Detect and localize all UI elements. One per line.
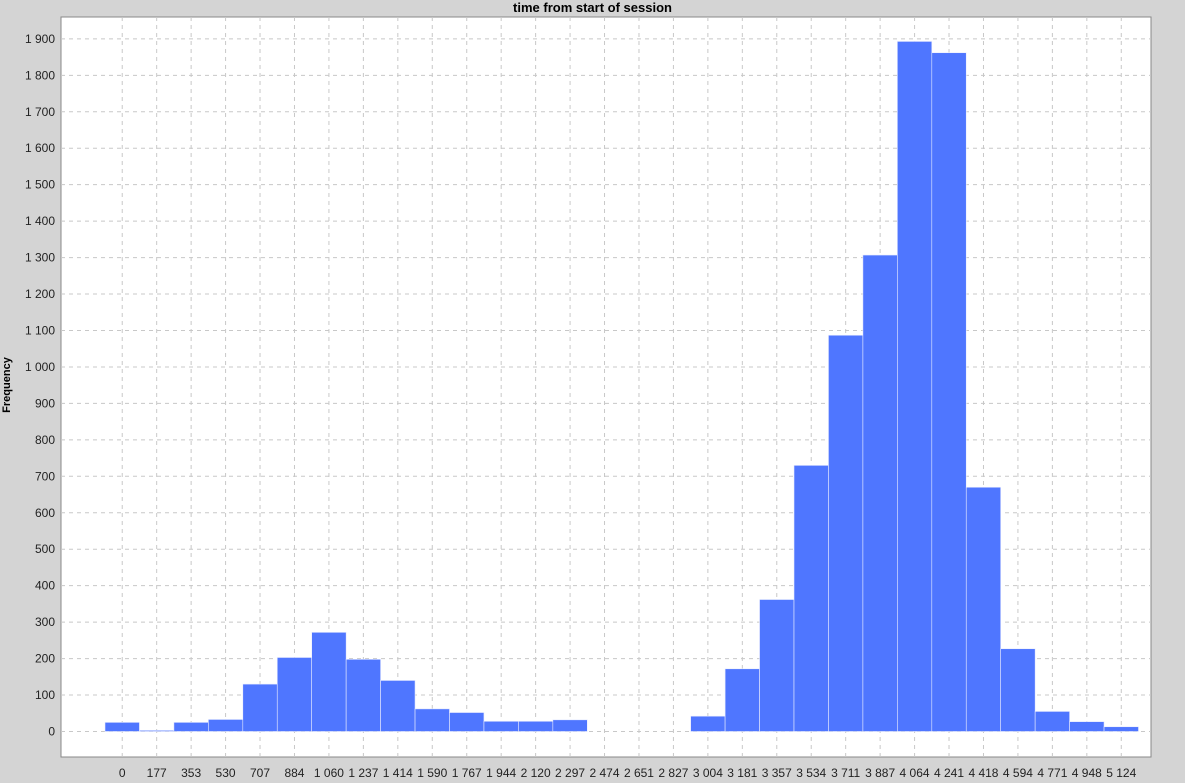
histogram-bar	[1069, 721, 1105, 732]
histogram-bar	[759, 599, 795, 732]
x-tick-label: 3 004	[693, 766, 723, 780]
x-tick-label: 1 237	[348, 766, 378, 780]
x-tick-label: 5 124	[1106, 766, 1136, 780]
x-tick-label: 884	[284, 766, 304, 780]
y-tick-label: 400	[35, 579, 55, 593]
y-tick-label: 1 300	[25, 251, 55, 265]
y-tick-label: 1 000	[25, 360, 55, 374]
histogram-bar	[345, 659, 381, 732]
y-tick-label: 1 600	[25, 141, 55, 155]
x-axis-ticks: 0 177 353 530 707 884 1 060 1 237 1 414 1 590 1 76…	[119, 766, 1137, 780]
y-tick-label: 800	[35, 433, 55, 447]
y-tick-label: 900	[35, 396, 55, 410]
y-tick-label: 1 500	[25, 178, 55, 192]
chart-title: time from start of session	[513, 0, 672, 15]
x-tick-label: 0	[119, 766, 126, 780]
x-tick-label: 3 357	[762, 766, 792, 780]
histogram-bar	[1103, 726, 1139, 732]
x-tick-label: 2 827	[658, 766, 688, 780]
histogram-bar	[724, 668, 760, 732]
x-tick-label: 1 944	[486, 766, 516, 780]
y-tick-label: 700	[35, 469, 55, 483]
histogram-bar	[449, 712, 485, 732]
y-tick-label: 0	[48, 724, 55, 738]
histogram-bar	[139, 730, 175, 732]
histogram-bar	[242, 683, 278, 732]
x-tick-label: 2 120	[521, 766, 551, 780]
x-tick-label: 3 181	[727, 766, 757, 780]
x-tick-label: 2 651	[624, 766, 654, 780]
histogram-bar	[104, 722, 140, 732]
histogram-bar	[1000, 648, 1036, 732]
y-tick-label: 1 800	[25, 68, 55, 82]
x-tick-label: 1 060	[314, 766, 344, 780]
histogram-bar	[897, 41, 933, 732]
x-tick-label: 353	[181, 766, 201, 780]
y-tick-label: 1 900	[25, 32, 55, 46]
histogram-bar	[690, 715, 726, 732]
histogram-bar	[518, 720, 554, 732]
y-tick-label: 300	[35, 615, 55, 629]
histogram-bar	[965, 486, 1002, 732]
histogram-bar	[828, 334, 864, 732]
histogram-bar	[414, 708, 450, 732]
y-tick-label: 1 700	[25, 105, 55, 119]
x-tick-label: 4 948	[1072, 766, 1102, 780]
histogram-bar	[380, 680, 416, 732]
x-tick-label: 2 297	[555, 766, 585, 780]
histogram-bar	[793, 465, 829, 732]
y-tick-label: 500	[35, 542, 55, 556]
histogram-bar	[552, 719, 588, 732]
histogram-bar	[276, 657, 313, 732]
x-tick-label: 530	[216, 766, 236, 780]
x-tick-label: 1 767	[452, 766, 482, 780]
histogram-bar	[1034, 711, 1070, 732]
x-tick-label: 3 711	[831, 766, 860, 780]
x-tick-label: 2 474	[590, 766, 620, 780]
x-tick-label: 4 064	[900, 766, 930, 780]
x-tick-label: 4 418	[968, 766, 998, 780]
histogram-bar	[208, 719, 244, 732]
x-tick-label: 4 241	[934, 766, 964, 780]
x-tick-label: 4 594	[1003, 766, 1033, 780]
x-tick-label: 1 414	[383, 766, 413, 780]
x-tick-label: 177	[147, 766, 167, 780]
histogram-bar	[173, 722, 209, 732]
y-axis-ticks: 0 100 200 300 400 500 600 700 800 900 1 000 1 100 1 …	[25, 32, 55, 739]
y-tick-label: 1 400	[25, 214, 55, 228]
histogram-bar	[862, 254, 898, 732]
histogram-bar	[311, 632, 347, 732]
y-tick-label: 200	[35, 652, 55, 666]
y-tick-label: 600	[35, 506, 55, 520]
x-tick-label: 3 887	[865, 766, 895, 780]
bar-series	[104, 41, 1139, 732]
x-tick-label: 1 590	[417, 766, 447, 780]
grid-lines	[61, 17, 1151, 757]
x-tick-label: 707	[250, 766, 270, 780]
x-tick-label: 3 534	[796, 766, 826, 780]
y-tick-label: 1 200	[25, 287, 55, 301]
histogram-bar	[483, 720, 519, 732]
histogram-bar	[931, 52, 967, 732]
y-tick-label: 100	[35, 688, 55, 702]
x-tick-label: 4 771	[1037, 766, 1067, 780]
y-tick-label: 1 100	[25, 323, 55, 337]
